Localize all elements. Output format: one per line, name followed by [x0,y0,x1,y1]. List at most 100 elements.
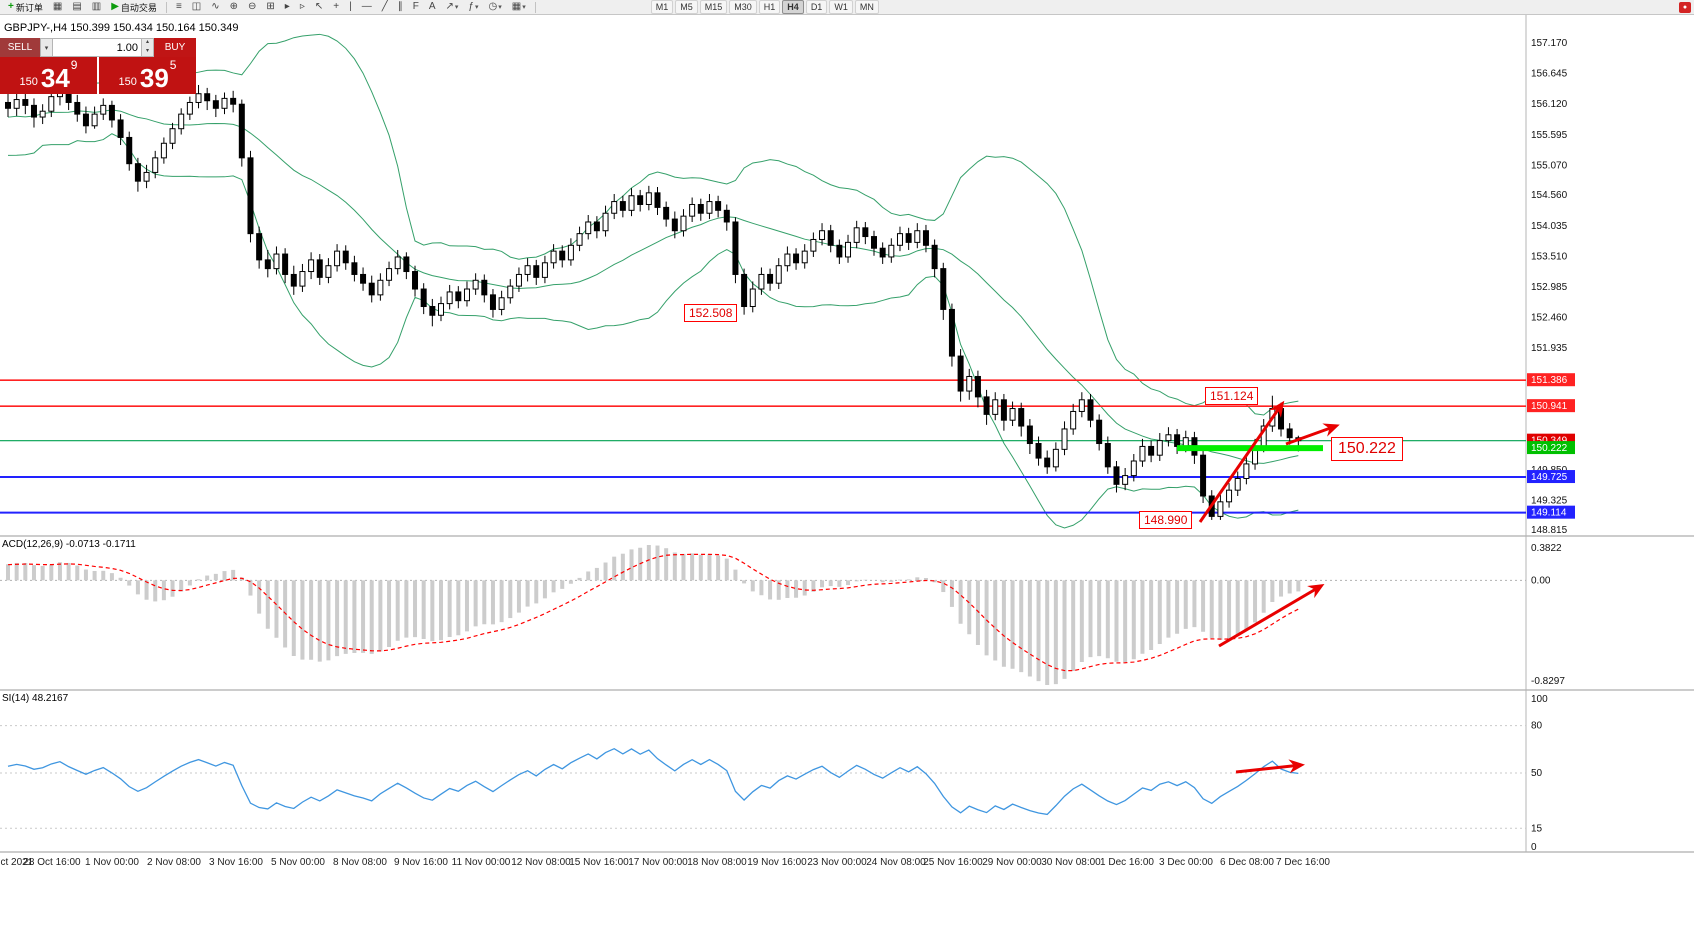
alert-icon[interactable]: ● [1679,1,1691,13]
timeframe-h1-button[interactable]: H1 [758,0,781,14]
svg-text:15: 15 [1531,823,1543,834]
svg-text:0.3822: 0.3822 [1531,543,1562,554]
svg-text:3 Dec 00:00: 3 Dec 00:00 [1159,857,1213,868]
timeframe-h4-button[interactable]: H4 [782,0,804,14]
arrows-button[interactable]: ↗ ▾ [442,0,463,15]
volume-preset-dropdown[interactable]: ▾ [40,38,53,57]
timeframe-mn-button[interactable]: MN [854,0,879,14]
auto-scroll-button[interactable]: ▸ [281,0,294,15]
trend-arrows[interactable] [1198,400,1340,774]
zoom-out-button[interactable]: ⊖ [244,0,260,15]
buy-price-button[interactable]: 150 39 5 [99,57,196,94]
svg-text:148.815: 148.815 [1531,525,1568,536]
svg-text:28 Oct 16:00: 28 Oct 16:00 [23,857,81,868]
candlestick-icon: ◫ [191,1,202,12]
price-annotation-151124[interactable]: 151.124 [1205,387,1259,405]
timeframe-bar: M1 M5 M15 M30 H1 H4 D1 W1 MN [650,0,880,14]
timeframe-w1-button[interactable]: W1 [829,0,853,14]
volume-up-button[interactable]: ▴ [145,39,149,45]
line-chart-button[interactable]: ∿ [207,0,223,15]
autotrade-button-label: 自动交易 [120,2,157,13]
svg-text:149.114: 149.114 [1531,508,1567,519]
volume-down-button[interactable]: ▾ [145,47,149,54]
svg-text:80: 80 [1531,721,1543,732]
tile-windows-button[interactable]: ⊞ [262,0,278,15]
svg-text:-0.8297: -0.8297 [1531,676,1565,687]
channel-button[interactable]: ∥ [394,0,407,15]
volume-input[interactable] [53,38,142,57]
auto-scroll-icon: ▸ [284,1,290,12]
indicators-icon: ƒ [468,1,474,12]
trendline-icon: ╱ [381,1,388,12]
new-order-button-label: 新订单 [15,2,43,13]
svg-text:23 Nov 00:00: 23 Nov 00:00 [807,857,867,868]
buy-button[interactable]: BUY [154,38,196,57]
horizontal-line-icon: — [361,1,372,12]
text-button[interactable]: A [425,0,440,15]
ask-prefix: 150 [118,76,137,88]
one-click-trading-panel: SELL ▾ ▴ ▾ BUY 150 34 9 150 39 5 [0,38,196,94]
svg-text:25 Nov 16:00: 25 Nov 16:00 [923,857,983,868]
svg-text:28 Oct 2021: 28 Oct 2021 [0,857,34,868]
autotrade-icon: ▶ [111,1,119,12]
timeframe-m15-button[interactable]: M15 [699,0,728,14]
horizontal-line-button[interactable]: — [358,0,376,15]
indicators-button[interactable]: ƒ ▾ [464,0,482,15]
svg-text:151.386: 151.386 [1531,375,1568,386]
timeframe-d1-button[interactable]: D1 [805,0,828,14]
market-watch-button[interactable]: ▤ [68,0,85,15]
timeframe-m1-button[interactable]: M1 [650,0,674,14]
svg-text:153.510: 153.510 [1531,251,1568,262]
bar-chart-button[interactable]: ≡ [172,0,186,15]
cursor-button[interactable]: ↖ [311,0,327,15]
crosshair-button[interactable]: + [329,0,343,15]
bollinger-bands [7,33,1299,529]
sell-button[interactable]: SELL [0,38,40,57]
text-icon: A [428,1,436,12]
svg-text:3 Nov 16:00: 3 Nov 16:00 [209,857,263,868]
zoom-in-icon: ⊕ [229,1,239,12]
svg-text:100: 100 [1531,694,1548,705]
svg-text:150.222: 150.222 [1531,443,1568,454]
timeframe-m5-button[interactable]: M5 [675,0,698,14]
svg-text:8 Nov 08:00: 8 Nov 08:00 [333,857,387,868]
toolbar-separator [165,1,167,13]
symbol-ohlc-label: GBPJPY-,H4 150.399 150.434 150.164 150.3… [4,22,239,34]
fibonacci-icon: F [412,1,419,12]
svg-text:157.170: 157.170 [1531,38,1568,49]
chart-window-button[interactable]: ▦ [49,0,66,15]
trendline-button[interactable]: ╱ [378,0,392,15]
line-chart-icon: ∿ [211,1,220,12]
price-annotation-148990[interactable]: 148.990 [1139,511,1193,529]
fibonacci-button[interactable]: F [409,0,423,15]
candlestick-button[interactable]: ◫ [188,0,205,15]
chart-shift-icon: ▹ [299,1,305,12]
caret-down-icon: ▾ [44,44,49,52]
new-order-button[interactable]: + 新订单 [4,0,47,15]
terminal-button[interactable]: ▥ [88,0,105,15]
template-button[interactable]: ▦ ▾ [508,0,530,15]
vertical-line-button[interactable]: | [345,0,356,15]
svg-text:50: 50 [1531,768,1543,779]
svg-text:17 Nov 00:00: 17 Nov 00:00 [628,857,688,868]
svg-text:151.935: 151.935 [1531,343,1568,354]
autotrade-button[interactable]: ▶ 自动交易 [107,0,161,15]
zoom-in-button[interactable]: ⊕ [226,0,242,15]
bar-chart-icon: ≡ [175,1,182,12]
chart-shift-button[interactable]: ▹ [296,0,309,15]
toolbar: + 新订单 ▦ ▤ ▥ ▶ 自动交易 ≡ ◫ ∿ ⊕ ⊖ ⊞ ▸ ▹ ↖ + | — ╱ ∥ F A ↗ ▾ ƒ ▾ ◷ ▾ ▦ ▾ M1 M5… [0,0,1694,15]
timeframe-m30-button[interactable]: M30 [729,0,757,14]
periods-button[interactable]: ◷ ▾ [485,0,506,15]
price-axis[interactable]: 157.170 156.645 156.120 155.595 155.070 154.5… [1527,38,1575,536]
sell-price-button[interactable]: 150 34 9 [0,57,97,94]
caret-down-icon: ▾ [522,4,526,11]
price-annotation-150222[interactable]: 150.222 [1331,437,1403,461]
bid-main: 34 [40,63,70,93]
svg-text:2 Nov 08:00: 2 Nov 08:00 [147,857,201,868]
svg-text:0: 0 [1531,842,1537,853]
svg-text:29 Nov 00:00: 29 Nov 00:00 [982,857,1042,868]
price-annotation-152508[interactable]: 152.508 [684,304,738,322]
